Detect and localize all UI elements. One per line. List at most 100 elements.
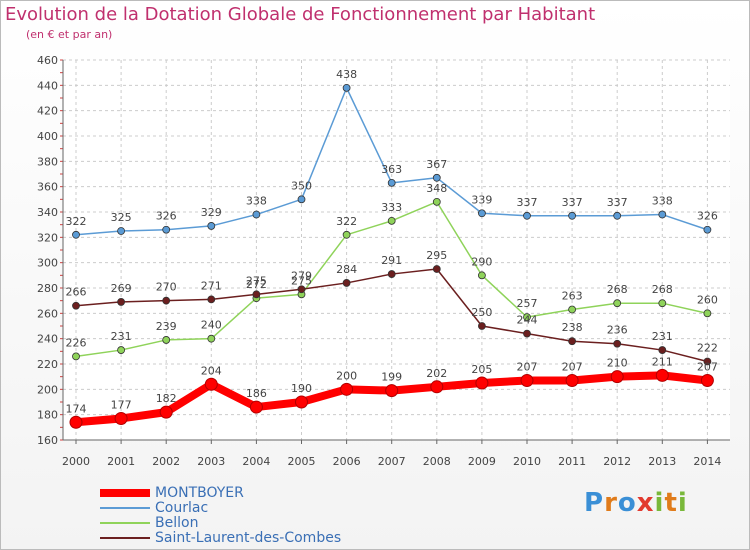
data-label-bellon: 260 <box>697 293 718 306</box>
data-label-bellon: 268 <box>607 283 628 296</box>
data-point-montboyer <box>655 368 669 382</box>
data-point-montboyer <box>249 400 263 414</box>
data-label-courlac: 367 <box>426 158 447 171</box>
y-tick-label: 420 <box>37 105 58 118</box>
data-label-courlac: 363 <box>381 163 402 176</box>
data-point-saint-laurent-des-combes <box>207 295 216 304</box>
data-label-saint-laurent-des-combes: 271 <box>201 279 222 292</box>
y-tick-label: 260 <box>37 307 58 320</box>
y-tick-label: 440 <box>37 79 58 92</box>
data-label-bellon: 231 <box>111 330 132 343</box>
data-point-montboyer <box>430 380 444 394</box>
x-tick-label: 2007 <box>378 455 406 468</box>
data-point-courlac <box>207 222 216 230</box>
legend-label-bellon: Bellon <box>155 515 199 531</box>
data-label-montboyer: 207 <box>562 360 583 373</box>
y-tick-label: 400 <box>37 130 58 143</box>
y-tick-label: 460 <box>37 54 58 67</box>
data-label-saint-laurent-des-combes: 270 <box>156 281 177 294</box>
data-point-bellon <box>432 197 441 206</box>
data-label-saint-laurent-des-combes: 238 <box>562 321 583 334</box>
data-label-saint-laurent-des-combes: 231 <box>652 330 673 343</box>
data-point-montboyer <box>385 384 399 398</box>
data-point-bellon <box>162 336 171 344</box>
data-label-saint-laurent-des-combes: 295 <box>426 249 447 262</box>
data-point-bellon <box>72 352 80 361</box>
data-point-saint-laurent-des-combes <box>297 285 306 294</box>
data-point-montboyer <box>69 415 83 429</box>
proxiti-logo: Proxiti <box>584 488 688 518</box>
data-label-courlac: 322 <box>66 215 87 228</box>
data-point-saint-laurent-des-combes <box>162 296 171 305</box>
data-point-montboyer <box>565 373 579 387</box>
logo-letter: P <box>584 488 605 518</box>
data-label-saint-laurent-des-combes: 279 <box>291 269 312 282</box>
data-point-courlac <box>613 211 622 220</box>
data-point-montboyer <box>520 373 534 387</box>
legend-label-saint-laurent: Saint-Laurent-des-Combes <box>155 530 342 546</box>
legend-item-montboyer: MONTBOYER <box>100 485 244 501</box>
y-tick-label: 360 <box>37 181 58 194</box>
data-label-bellon: 226 <box>66 336 87 349</box>
data-point-courlac <box>252 210 261 219</box>
data-point-bellon <box>117 346 125 354</box>
data-label-saint-laurent-des-combes: 244 <box>517 314 538 327</box>
legend-item-bellon: Bellon <box>100 515 199 531</box>
data-point-saint-laurent-des-combes <box>432 265 441 273</box>
legend-label-montboyer: MONTBOYER <box>155 485 244 501</box>
data-label-bellon: 240 <box>201 319 222 332</box>
x-tick-label: 2013 <box>648 455 676 468</box>
y-tick-label: 380 <box>37 155 58 168</box>
chart-title: Evolution de la Dotation Globale de Fonc… <box>5 4 596 25</box>
data-label-montboyer: 207 <box>697 360 718 373</box>
legend-item-saint-laurent: Saint-Laurent-des-Combes <box>100 530 342 546</box>
data-point-bellon <box>523 313 531 322</box>
legend-swatch-montboyer <box>100 489 150 497</box>
data-point-courlac <box>72 230 80 239</box>
logo-letter: i <box>677 488 688 518</box>
data-label-bellon: 272 <box>246 278 267 291</box>
data-point-saint-laurent-des-combes <box>568 337 576 346</box>
data-label-saint-laurent-des-combes: 250 <box>471 306 492 319</box>
data-point-saint-laurent-des-combes <box>342 279 351 287</box>
data-point-montboyer <box>295 395 308 409</box>
logo-letter: x <box>636 488 655 518</box>
data-point-saint-laurent-des-combes <box>252 290 261 299</box>
data-label-saint-laurent-des-combes: 284 <box>336 263 357 276</box>
data-point-montboyer <box>700 373 714 387</box>
logo-letter: o <box>617 488 637 518</box>
x-tick-label: 2009 <box>468 455 496 468</box>
data-label-courlac: 338 <box>652 195 673 208</box>
data-point-montboyer <box>475 376 489 390</box>
data-label-courlac: 337 <box>562 196 583 209</box>
data-point-courlac <box>432 173 441 182</box>
y-tick-label: 300 <box>37 257 58 270</box>
data-point-saint-laurent-des-combes <box>658 346 667 354</box>
data-point-saint-laurent-des-combes <box>117 298 125 306</box>
data-point-courlac <box>117 227 125 235</box>
data-label-bellon: 322 <box>336 215 357 228</box>
legend-swatch-courlac <box>100 507 150 509</box>
x-tick-label: 2014 <box>693 455 721 468</box>
data-label-courlac: 337 <box>517 196 538 209</box>
y-tick-label: 160 <box>37 434 58 447</box>
data-point-saint-laurent-des-combes <box>72 301 80 310</box>
data-label-bellon: 239 <box>156 320 177 333</box>
data-point-courlac <box>703 225 712 234</box>
legend-swatch-saint-laurent <box>100 537 150 539</box>
data-label-bellon: 257 <box>517 297 538 310</box>
y-tick-label: 280 <box>37 282 58 295</box>
data-point-bellon <box>613 299 622 308</box>
data-label-bellon: 275 <box>291 274 312 287</box>
x-tick-label: 2011 <box>558 455 586 468</box>
data-point-courlac <box>568 211 576 220</box>
x-tick-label: 2000 <box>62 455 90 468</box>
data-point-bellon <box>568 305 576 314</box>
data-point-bellon <box>477 271 486 280</box>
legend-item-courlac: Courlac <box>100 500 208 516</box>
logo-letter: i <box>654 488 665 518</box>
y-tick-label: 340 <box>37 206 58 219</box>
data-label-montboyer: 182 <box>156 392 177 405</box>
data-label-montboyer: 205 <box>471 363 492 376</box>
